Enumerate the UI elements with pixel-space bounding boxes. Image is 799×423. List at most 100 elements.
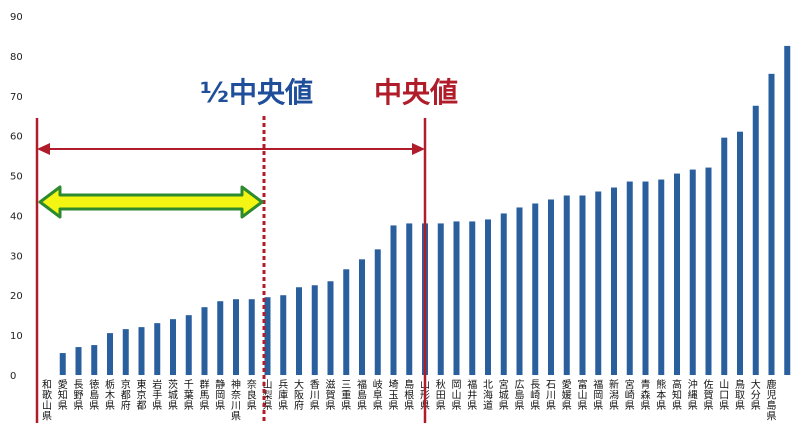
- bar: [280, 295, 287, 375]
- x-category-label: 新潟県: [609, 378, 619, 412]
- x-category-label: 福岡県: [593, 378, 603, 412]
- x-category-label: 群馬県: [200, 378, 210, 412]
- x-category-label: 静岡県: [215, 378, 225, 412]
- y-tick-label: 70: [10, 92, 23, 103]
- x-category-label: 埼玉県: [389, 378, 399, 412]
- arrowhead-right: [412, 143, 425, 155]
- bar: [359, 259, 365, 375]
- x-category-label: 千葉県: [184, 379, 194, 412]
- bar: [752, 105, 759, 375]
- y-tick-label: 20: [10, 291, 23, 302]
- x-category-label: 愛媛県: [562, 378, 572, 412]
- bar: [674, 173, 680, 375]
- y-tick-label: 40: [10, 211, 23, 222]
- y-tick-label: 90: [10, 12, 23, 23]
- x-category-label: 福島県: [357, 378, 367, 412]
- x-category-label: 東京都: [137, 378, 147, 412]
- bar: [185, 315, 192, 375]
- y-tick-label: 60: [10, 132, 23, 143]
- x-category-label: 長崎県: [530, 379, 540, 412]
- x-category-label: 和歌山県: [42, 379, 52, 423]
- x-category-label: 愛知県: [58, 378, 68, 412]
- x-category-label: 茨城県: [168, 378, 178, 412]
- half-median-label: ½中央値: [200, 76, 313, 109]
- x-category-label: 熊本県: [656, 378, 666, 412]
- x-category-label: 鹿児島県: [767, 378, 777, 423]
- bar: [469, 221, 476, 375]
- x-category-label: 香川県: [310, 379, 320, 412]
- x-category-label: 石川県: [546, 380, 556, 412]
- annotations: ½中央値 中央値: [35, 76, 458, 423]
- bar: [532, 203, 539, 375]
- x-category-label: 山梨県: [263, 379, 273, 412]
- x-category-label: 青森県: [641, 378, 651, 412]
- bar: [107, 333, 113, 375]
- median-label: 中央値: [374, 76, 458, 109]
- bar: [737, 131, 743, 375]
- bar: [264, 297, 271, 375]
- y-tick-label: 80: [10, 52, 23, 63]
- x-category-label: 岐阜県: [373, 378, 383, 412]
- x-category-label: 三重県: [341, 380, 351, 412]
- x-category-label: 宮崎県: [625, 378, 635, 412]
- bar: [516, 207, 523, 375]
- x-category-label: 兵庫県: [278, 378, 288, 412]
- bar: [138, 327, 145, 375]
- y-axis: 0 10 20 30 40 50 60 70 80 90: [10, 12, 23, 382]
- bar: [75, 347, 82, 375]
- x-category-label: 富山県: [578, 378, 588, 412]
- bar: [595, 191, 602, 375]
- bar: [437, 223, 444, 375]
- x-category-label: 大阪府: [294, 378, 304, 412]
- bar: [611, 187, 617, 375]
- y-tick-label: 0: [10, 371, 16, 382]
- x-category-label: 滋賀県: [326, 378, 336, 412]
- bar: [170, 319, 176, 375]
- bar: [768, 73, 775, 375]
- bar: [500, 213, 507, 375]
- x-category-label: 沖縄県: [688, 378, 698, 412]
- bar: [122, 329, 129, 375]
- bar: [201, 307, 208, 375]
- x-category-label: 高知県: [672, 378, 682, 412]
- bar: [390, 225, 397, 375]
- x-category-label: 佐賀県: [704, 379, 714, 412]
- x-category-label: 島根県: [404, 378, 414, 412]
- bar: [248, 299, 255, 375]
- bar: [689, 169, 696, 375]
- bar: [485, 219, 491, 375]
- x-category-label: 長野県: [74, 379, 84, 412]
- x-category-label: 鳥取県: [735, 378, 745, 412]
- bar: [626, 181, 633, 375]
- bar: [784, 45, 791, 376]
- y-tick-label: 50: [10, 172, 23, 183]
- x-category-label: 栃木県: [105, 378, 115, 412]
- x-category-label: 神奈川県: [231, 378, 241, 423]
- bar: [453, 221, 460, 375]
- x-category-label: 岩手県: [152, 378, 162, 412]
- bar: [548, 199, 554, 375]
- x-category-label: 北海道: [483, 379, 493, 412]
- x-category-label: 岡山県: [452, 379, 462, 412]
- bar: [343, 269, 350, 375]
- bar: [91, 345, 98, 375]
- bar: [217, 301, 224, 375]
- half-median-range-arrow: [38, 185, 264, 219]
- bar: [642, 181, 649, 375]
- bar: [296, 287, 302, 375]
- x-category-label: 福井県: [467, 378, 477, 412]
- arrowhead-left: [37, 143, 50, 155]
- bar: [579, 195, 586, 375]
- bars: [59, 45, 791, 376]
- x-category-label: 奈良県: [247, 378, 257, 412]
- y-tick-label: 10: [10, 331, 23, 342]
- x-category-label: 京都府: [121, 378, 131, 412]
- bar: [406, 223, 413, 375]
- x-category-label: 山口県: [719, 379, 729, 412]
- bar: [721, 137, 728, 375]
- bar: [327, 281, 334, 375]
- x-category-label: 徳島県: [89, 378, 99, 412]
- bar: [311, 285, 318, 375]
- bar: [233, 299, 239, 375]
